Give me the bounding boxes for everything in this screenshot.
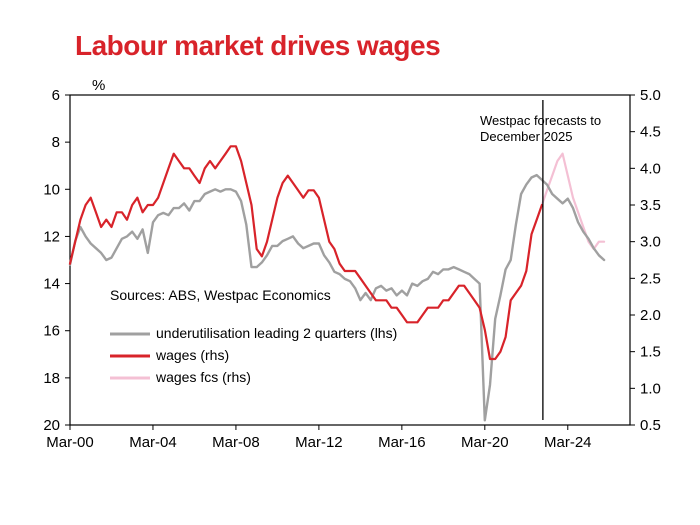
left-tick-label: 10 bbox=[43, 181, 60, 198]
right-tick-label: 2.5 bbox=[640, 270, 661, 287]
legend-label: wages fcs (rhs) bbox=[155, 369, 251, 385]
left-tick-label: 14 bbox=[43, 276, 60, 293]
right-tick-label: 4.5 bbox=[640, 124, 661, 141]
right-tick-label: 5.0 bbox=[640, 87, 661, 104]
sources-text: Sources: ABS, Westpac Economics bbox=[110, 287, 331, 303]
right-tick-label: 3.0 bbox=[640, 234, 661, 251]
right-tick-label: 4.0 bbox=[640, 160, 661, 177]
x-tick-label: Mar-20 bbox=[461, 434, 509, 451]
right-tick-label: 2.0 bbox=[640, 307, 661, 324]
series-wages-fcs bbox=[542, 154, 604, 249]
left-tick-label: 18 bbox=[43, 370, 60, 387]
chart-svg: 6 8 10 12 14 16 18 20% 0.5 1.0 1.5 2.0 2.5 3.0 3.5 4.0 4… bbox=[0, 0, 700, 525]
forecast-note: December 2025 bbox=[480, 129, 573, 144]
chart-container: Labour market drives wages 6810121416182… bbox=[0, 0, 700, 525]
right-tick-label: 1.5 bbox=[640, 344, 661, 361]
forecast-note: Westpac forecasts to bbox=[480, 113, 601, 128]
left-tick-label: 16 bbox=[43, 323, 60, 340]
left-tick-label: 6 bbox=[52, 87, 60, 104]
x-tick-label: Mar-24 bbox=[544, 434, 592, 451]
x-tick-label: Mar-00 bbox=[46, 434, 94, 451]
left-axis-unit: % bbox=[92, 77, 105, 94]
right-tick-label: 3.5 bbox=[640, 197, 661, 214]
plot-border bbox=[70, 95, 630, 425]
x-tick-label: Mar-08 bbox=[212, 434, 260, 451]
right-tick-label: 1.0 bbox=[640, 380, 661, 397]
left-tick-label: 12 bbox=[43, 228, 60, 245]
right-tick-label: 0.5 bbox=[640, 417, 661, 434]
legend-label: underutilisation leading 2 quarters (lhs… bbox=[156, 325, 397, 341]
left-tick-label: 20 bbox=[43, 417, 60, 434]
legend-label: wages (rhs) bbox=[155, 347, 229, 363]
left-tick-label: 8 bbox=[52, 134, 60, 151]
x-tick-label: Mar-12 bbox=[295, 434, 343, 451]
x-tick-label: Mar-04 bbox=[129, 434, 177, 451]
x-tick-label: Mar-16 bbox=[378, 434, 426, 451]
